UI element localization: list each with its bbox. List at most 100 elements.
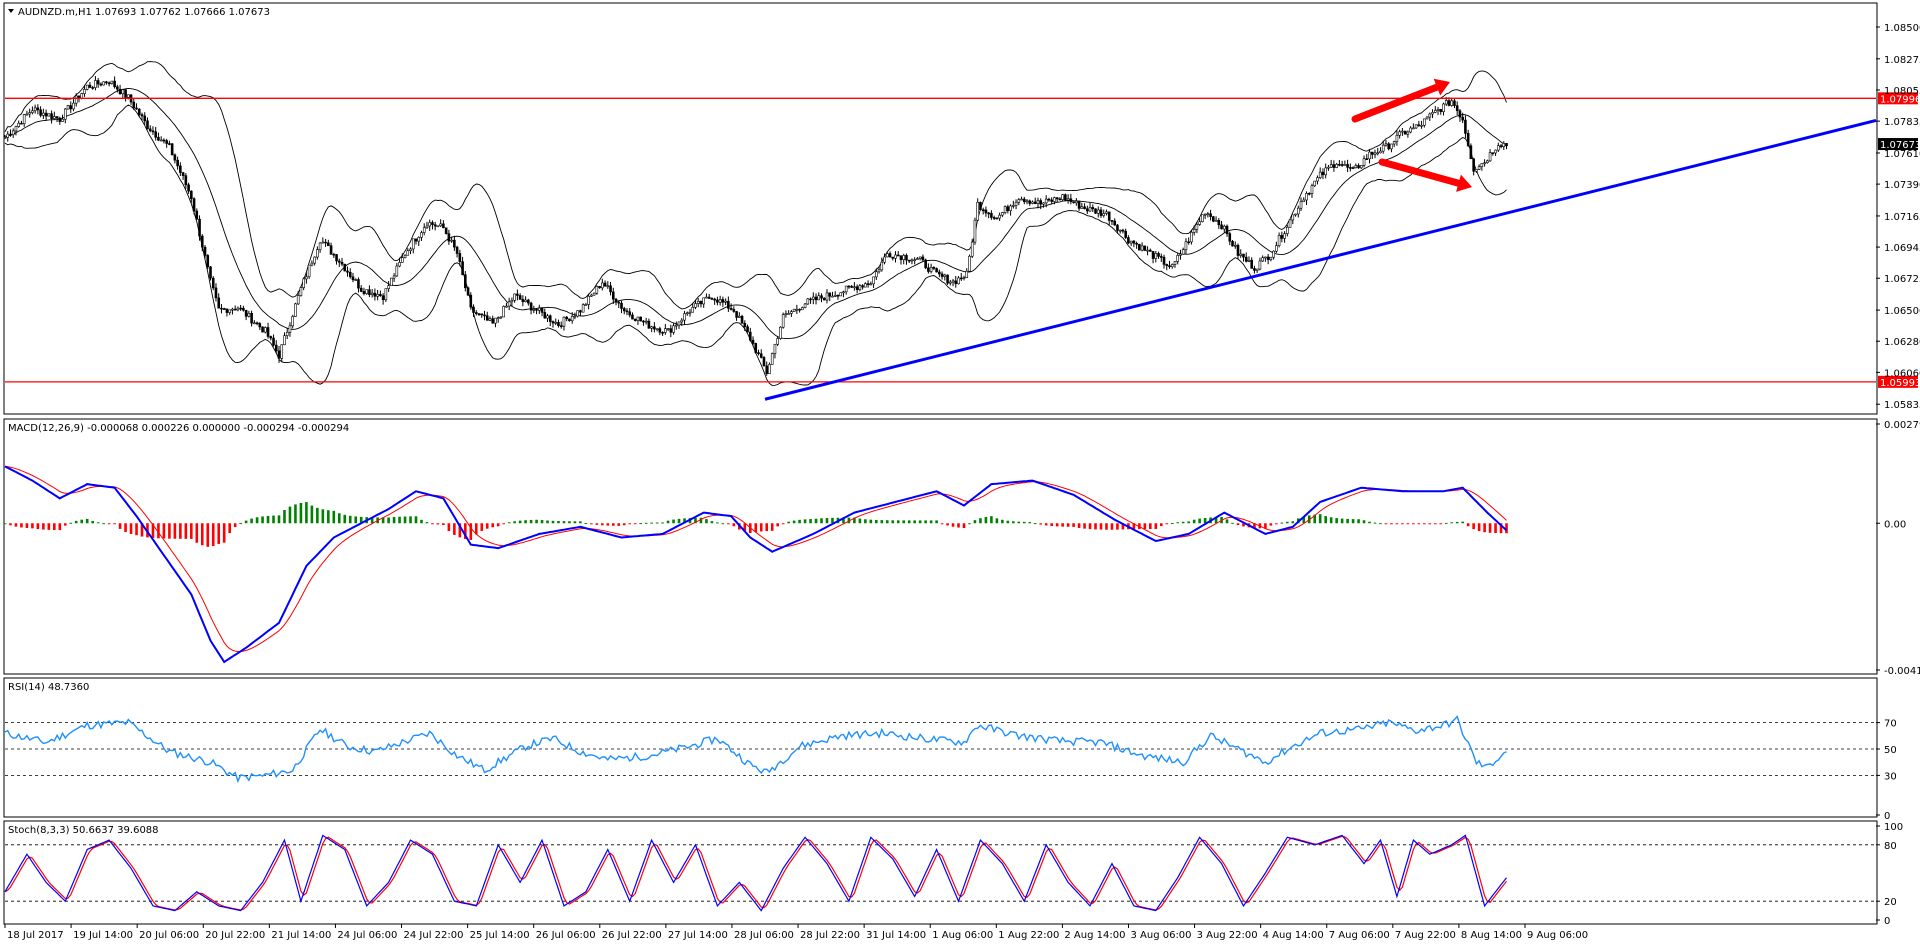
x-tick-label: 1 Aug 06:00 xyxy=(932,930,993,941)
candle-body xyxy=(554,321,558,324)
macd-histogram-bar xyxy=(1395,523,1399,525)
candle-body xyxy=(398,262,401,267)
annotation-arrows xyxy=(1351,78,1472,192)
macd-histogram-bar xyxy=(403,516,407,524)
candle-body xyxy=(1376,152,1380,155)
candle-body xyxy=(250,313,253,324)
candle-body xyxy=(1291,214,1295,221)
candle-body xyxy=(537,307,541,311)
candle-body xyxy=(1266,256,1270,260)
candle-body xyxy=(1362,158,1366,166)
candle-body xyxy=(72,102,75,110)
candle-body xyxy=(1099,209,1103,216)
candle-body xyxy=(1203,213,1207,216)
candle-body xyxy=(431,222,434,225)
candle-body xyxy=(891,256,895,259)
candle-body xyxy=(1299,201,1303,209)
macd-histogram-bar xyxy=(1433,523,1437,525)
macd-histogram-bar xyxy=(151,523,155,538)
candle-body xyxy=(962,277,966,279)
candle-body xyxy=(1442,103,1445,112)
macd-histogram-bar xyxy=(655,522,659,524)
candle-body xyxy=(973,219,977,243)
candle-body xyxy=(1450,100,1454,106)
rsi-panel[interactable]: RSI(14) 48.7360 70 50 30 0 xyxy=(3,677,1897,822)
candle-body xyxy=(1302,199,1306,203)
arrow-down-head xyxy=(1456,174,1472,192)
candle-body xyxy=(1247,259,1251,262)
candle-body xyxy=(1469,145,1473,160)
candle-body xyxy=(1392,141,1396,145)
candle-body xyxy=(913,259,916,261)
candle-body xyxy=(1135,242,1138,245)
candle-body xyxy=(1110,220,1114,222)
macd-histogram-bar xyxy=(102,523,105,525)
macd-histogram-bar xyxy=(63,523,67,526)
macd-histogram-bar xyxy=(1264,523,1267,529)
level-price-tag xyxy=(1878,375,1918,388)
candle-body xyxy=(439,223,442,227)
level-price-label: 1.05993 xyxy=(1880,378,1920,389)
candle-body xyxy=(664,328,667,333)
candle-body xyxy=(1255,268,1259,271)
macd-histogram-bar xyxy=(1017,521,1021,524)
macd-histogram-bar xyxy=(414,516,418,524)
candle-body xyxy=(280,344,284,359)
price-panel[interactable]: AUDNZD.m,H1 1.07693 1.07762 1.07666 1.07… xyxy=(3,2,1920,415)
bollinger-upper-band xyxy=(4,61,1507,310)
candle-body xyxy=(559,325,563,327)
candle-body xyxy=(1105,211,1108,214)
candle-body xyxy=(99,83,103,86)
macd-histogram-bar xyxy=(321,509,325,524)
candle-body xyxy=(696,300,700,304)
macd-histogram-bar xyxy=(1379,523,1382,525)
macd-histogram-bar xyxy=(255,517,259,524)
macd-histogram-bar xyxy=(1105,523,1108,530)
macd-y-axis: 0.002791 0.00 -0.004126 xyxy=(1876,420,1920,677)
candle-body xyxy=(946,274,949,284)
candle-body xyxy=(1033,201,1037,204)
candle-body xyxy=(362,291,366,294)
candle-body xyxy=(170,143,174,156)
panel-menu-icon[interactable] xyxy=(8,9,14,13)
price-y-tick-label: 1.07835 xyxy=(1884,117,1920,128)
current-price-label: 1.07673 xyxy=(1880,140,1920,151)
candle-body xyxy=(713,298,716,301)
candle-body xyxy=(321,241,325,244)
macd-histogram-bar xyxy=(9,523,12,526)
candle-body xyxy=(666,328,670,330)
candle-body xyxy=(581,304,585,313)
candle-body xyxy=(1340,164,1344,166)
candle-body xyxy=(1162,256,1166,265)
candle-body xyxy=(1321,171,1325,176)
candle-body xyxy=(66,105,70,110)
candle-body xyxy=(1288,219,1292,228)
macd-histogram-bar xyxy=(694,517,697,524)
candle-body xyxy=(53,116,56,119)
candle-body xyxy=(721,299,725,303)
candle-body xyxy=(729,307,733,310)
candle-body xyxy=(403,254,407,258)
candle-body xyxy=(433,224,437,227)
macd-panel[interactable]: MACD(12,26,9) -0.000068 0.000226 0.00000… xyxy=(3,418,1920,677)
candle-body xyxy=(228,309,231,313)
macd-histogram-bar xyxy=(1083,523,1086,529)
candle-body xyxy=(677,321,681,326)
price-y-tick-label: 1.06060 xyxy=(1884,368,1920,379)
candle-body xyxy=(735,311,738,318)
macd-histogram-bar xyxy=(1477,523,1481,532)
macd-histogram-bar xyxy=(1176,522,1180,524)
macd-histogram-bar xyxy=(228,523,231,534)
candle-body xyxy=(647,320,651,329)
candle-body xyxy=(529,302,533,311)
candle-body xyxy=(546,315,549,319)
candle-body xyxy=(907,259,911,262)
candle-body xyxy=(642,320,645,323)
macd-histogram-bar xyxy=(792,520,796,524)
macd-histogram-bar xyxy=(1351,519,1355,524)
candle-body xyxy=(622,308,626,312)
candle-body xyxy=(1020,198,1023,201)
candle-body xyxy=(831,295,834,298)
stoch-panel[interactable]: Stoch(8,3,3) 50.6637 39.6088 100 80 20 0 xyxy=(3,820,1903,927)
candle-body xyxy=(792,308,796,312)
